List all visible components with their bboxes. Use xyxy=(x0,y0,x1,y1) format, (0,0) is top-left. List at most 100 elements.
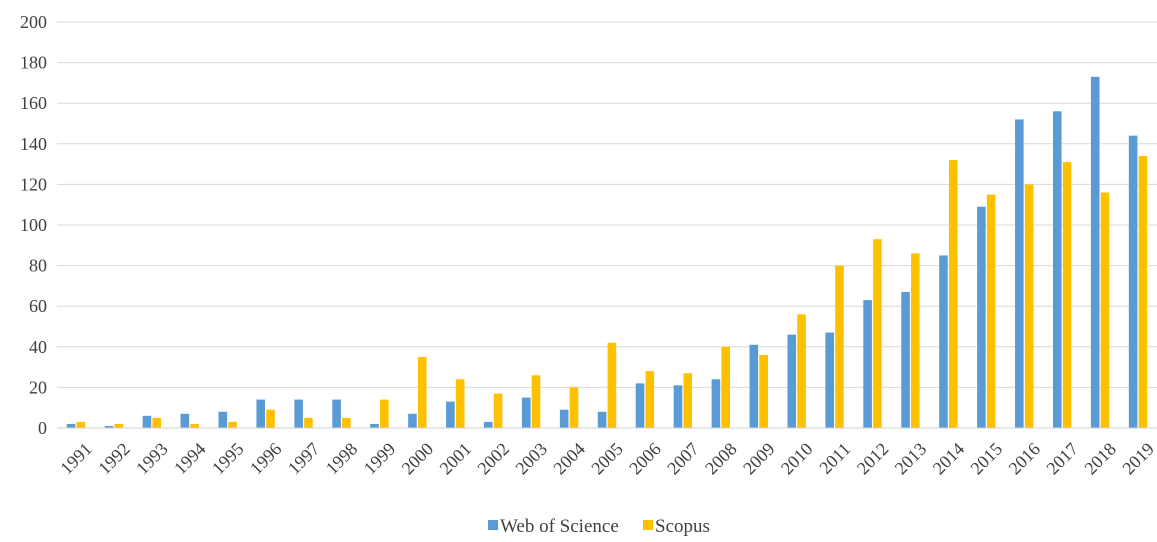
bar-scopus-2006 xyxy=(645,371,655,428)
bar-wos-1996 xyxy=(256,399,266,428)
bar-scopus-2012 xyxy=(873,239,882,428)
bar-scopus-2011 xyxy=(835,265,844,428)
x-tick-label: 2003 xyxy=(511,439,551,479)
bar-wos-2010 xyxy=(787,334,797,428)
x-tick-label: 2015 xyxy=(967,439,1007,479)
y-tick-label: 60 xyxy=(29,296,47,316)
bar-wos-2015 xyxy=(977,206,986,428)
x-tick-label: 2014 xyxy=(929,439,969,479)
bars xyxy=(66,76,1148,429)
x-tick-label: 2008 xyxy=(701,439,741,479)
x-tick-label: 2006 xyxy=(625,439,665,479)
bar-scopus-2002 xyxy=(493,393,503,428)
bar-scopus-2005 xyxy=(607,342,617,428)
y-tick-label: 120 xyxy=(20,174,47,194)
legend-swatch-scopus xyxy=(643,520,653,530)
x-tick-label: 1998 xyxy=(322,439,362,479)
bar-scopus-1992 xyxy=(114,423,124,428)
bar-wos-2016 xyxy=(1015,119,1024,428)
bar-scopus-1995 xyxy=(228,421,237,428)
x-tick-label: 1996 xyxy=(246,439,286,479)
bar-wos-2007 xyxy=(673,385,683,428)
gridlines xyxy=(57,21,1157,388)
y-tick-label: 160 xyxy=(20,93,47,113)
y-tick-label: 20 xyxy=(29,377,47,397)
bar-scopus-2000 xyxy=(417,356,427,428)
x-tick-label: 1992 xyxy=(94,439,134,479)
x-tick-label: 2019 xyxy=(1118,439,1157,479)
x-tick-label: 2012 xyxy=(853,439,893,479)
bar-wos-2008 xyxy=(711,379,721,428)
bar-scopus-2009 xyxy=(759,354,768,428)
x-axis-tick-labels: 1991199219931994199519961997199819992000… xyxy=(56,439,1157,479)
bar-scopus-2013 xyxy=(911,253,920,428)
bar-scopus-1999 xyxy=(380,399,389,428)
bar-scopus-2016 xyxy=(1024,184,1034,428)
x-tick-label: 2010 xyxy=(777,439,817,479)
bar-wos-2004 xyxy=(559,409,569,428)
legend-swatch-wos xyxy=(488,520,498,530)
bar-wos-2012 xyxy=(863,300,872,428)
legend-label-wos: Web of Science xyxy=(500,516,619,537)
x-tick-label: 1995 xyxy=(208,439,248,479)
y-tick-label: 100 xyxy=(20,215,47,235)
bar-scopus-2001 xyxy=(455,379,465,428)
bar-wos-2019 xyxy=(1128,135,1138,428)
y-tick-label: 40 xyxy=(29,337,47,357)
bar-wos-1997 xyxy=(294,399,303,428)
bar-scopus-2015 xyxy=(986,194,996,428)
x-tick-label: 2011 xyxy=(815,439,854,478)
bar-wos-1991 xyxy=(66,423,76,428)
bar-wos-2011 xyxy=(825,332,834,428)
bar-scopus-2010 xyxy=(797,314,806,428)
bar-scopus-2019 xyxy=(1138,155,1148,429)
x-tick-label: 2013 xyxy=(891,439,931,479)
x-tick-label: 1991 xyxy=(56,439,96,479)
bar-scopus-1994 xyxy=(190,423,199,428)
x-tick-label: 2002 xyxy=(473,439,513,479)
bar-scopus-1997 xyxy=(304,417,313,428)
bar-wos-1998 xyxy=(332,399,341,428)
x-tick-label: 2007 xyxy=(663,439,703,479)
y-tick-label: 0 xyxy=(38,418,47,438)
x-tick-label: 2018 xyxy=(1080,439,1120,479)
bar-scopus-1996 xyxy=(266,409,275,428)
bar-wos-2014 xyxy=(939,255,948,428)
bar-scopus-2007 xyxy=(683,373,693,428)
y-tick-label: 200 xyxy=(20,12,47,32)
x-tick-label: 1999 xyxy=(360,439,400,479)
y-tick-label: 180 xyxy=(20,53,47,73)
x-tick-label: 1994 xyxy=(170,439,210,479)
bar-scopus-2018 xyxy=(1100,192,1110,428)
bar-wos-1992 xyxy=(104,425,114,428)
bar-wos-2017 xyxy=(1052,111,1062,428)
bar-wos-2009 xyxy=(749,344,759,428)
bar-wos-1995 xyxy=(218,411,228,428)
x-tick-label: 1993 xyxy=(132,439,172,479)
x-tick-label: 2017 xyxy=(1042,439,1082,479)
bar-scopus-2014 xyxy=(948,160,958,429)
x-tick-label: 2004 xyxy=(549,439,589,479)
bar-wos-1994 xyxy=(180,413,190,428)
bar-wos-2003 xyxy=(521,397,531,428)
bar-wos-1999 xyxy=(370,423,379,428)
y-axis-tick-labels: 0 20 40 60 80 100 120 140 160 180 200 xyxy=(20,12,47,438)
bar-wos-2006 xyxy=(635,383,645,428)
x-tick-label: 2016 xyxy=(1005,439,1045,479)
bar-scopus-1998 xyxy=(342,417,351,428)
y-tick-label: 80 xyxy=(29,256,47,276)
bar-scopus-1991 xyxy=(76,421,86,428)
bar-scopus-2004 xyxy=(569,387,579,428)
bar-scopus-2003 xyxy=(531,375,541,428)
y-tick-label: 140 xyxy=(20,134,47,154)
bar-wos-1993 xyxy=(142,415,152,428)
bar-wos-2002 xyxy=(484,421,493,428)
bar-wos-2000 xyxy=(408,413,417,428)
x-tick-label: 1997 xyxy=(284,439,324,479)
bar-scopus-1993 xyxy=(152,417,162,428)
x-tick-label: 2001 xyxy=(436,439,476,479)
x-tick-label: 2000 xyxy=(398,439,438,479)
legend: Web of Science Scopus xyxy=(488,516,710,537)
bar-scopus-2017 xyxy=(1062,162,1072,428)
